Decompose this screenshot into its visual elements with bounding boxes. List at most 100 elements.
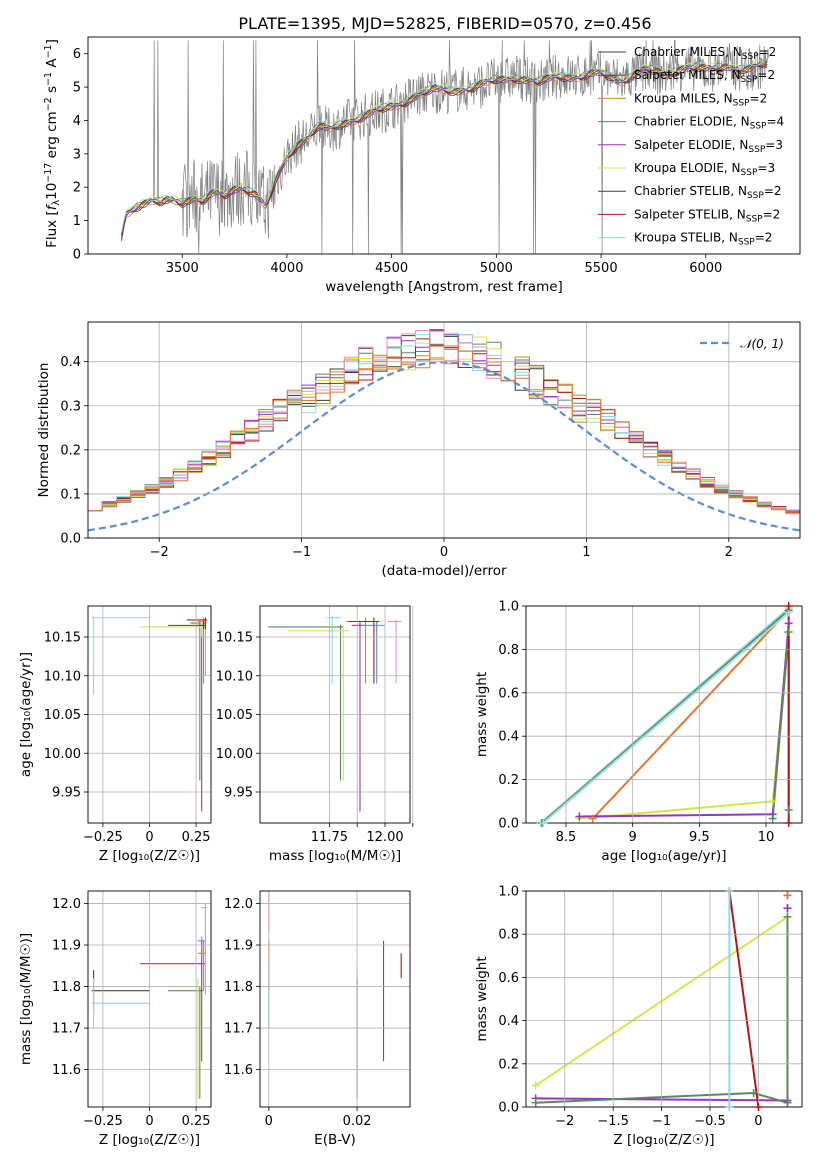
y-tick-label: 11.6 bbox=[224, 1063, 253, 1078]
plot-area bbox=[535, 891, 789, 1107]
y-tick-label: 11.8 bbox=[52, 980, 81, 995]
errorbar-point bbox=[287, 627, 349, 781]
x-tick-label: 6000 bbox=[689, 261, 722, 276]
y-tick-label: 11.7 bbox=[52, 1022, 81, 1037]
x-axis-label: Z [log₁₀(Z/Z☉)] bbox=[613, 1132, 714, 1148]
axes-frame bbox=[87, 605, 212, 824]
legend-entry: 𝒩(0, 1) bbox=[740, 337, 784, 351]
errorbar-point bbox=[140, 940, 206, 1062]
weight-series bbox=[579, 623, 790, 818]
y-tick-label: 11.9 bbox=[224, 939, 253, 954]
errorbar-point bbox=[91, 978, 150, 1029]
x-tick-label: 0 bbox=[265, 1114, 273, 1129]
y-tick-label: 0.4 bbox=[60, 355, 81, 370]
weight-marker bbox=[588, 814, 597, 823]
axes-frame bbox=[87, 890, 212, 1108]
legend-entry: Salpeter MILES, NSSP=2 bbox=[634, 68, 775, 85]
weight-marker bbox=[531, 1081, 540, 1090]
data-spectrum bbox=[121, 39, 769, 254]
y-tick-label: 4 bbox=[73, 114, 81, 129]
legend-entry: Chabrier ELODIE, NSSP=4 bbox=[634, 115, 784, 132]
y-tick-label: 0.1 bbox=[60, 487, 81, 502]
figure-title: PLATE=1395, MJD=52825, FIBERID=0570, z=0… bbox=[238, 14, 651, 33]
hist-legend: 𝒩(0, 1) bbox=[700, 337, 784, 351]
x-tick-label: 9.5 bbox=[689, 830, 710, 845]
x-tick-label: 0 bbox=[145, 830, 153, 845]
y-tick-label: 12.0 bbox=[224, 897, 253, 912]
x-tick-label: 12.00 bbox=[366, 830, 403, 845]
y-tick-label: 0.2 bbox=[60, 443, 81, 458]
axes-frame bbox=[87, 36, 801, 255]
x-tick-label: −1 bbox=[652, 1114, 671, 1129]
y-tick-label: 10.00 bbox=[216, 747, 253, 762]
errorbar-point bbox=[346, 617, 372, 684]
weight-marker bbox=[783, 904, 792, 913]
y-tick-label: 12.0 bbox=[52, 897, 81, 912]
x-tick-label: 5000 bbox=[480, 261, 513, 276]
x-tick-label: −2 bbox=[555, 1114, 574, 1129]
y-tick-label: 10.15 bbox=[216, 631, 253, 646]
errorbar-point bbox=[91, 969, 150, 1012]
y-tick-label: 2 bbox=[73, 181, 81, 196]
y-tick-label: 0.0 bbox=[60, 532, 81, 547]
weight-marker bbox=[531, 1098, 540, 1107]
x-tick-label: −0.25 bbox=[83, 830, 123, 845]
x-axis-label: age [log₁₀(age/yr)] bbox=[601, 848, 726, 864]
y-tick-label: 0.0 bbox=[498, 817, 519, 832]
plot-area bbox=[121, 39, 769, 254]
plot-area bbox=[540, 606, 790, 823]
panels: 3500 4000 4500 5000 5500 6000 0 1 2 3 4 5 6 Chabrier … bbox=[18, 36, 803, 1148]
x-tick-label: −0.25 bbox=[83, 1114, 123, 1129]
y-axis-label: mass weight bbox=[474, 956, 490, 1041]
panel-mass-vs-ebv: 0 0.02 11.6 11.7 11.8 11.9 12.0 E(B-V) bbox=[224, 890, 411, 1148]
errorbar-point bbox=[168, 621, 206, 630]
x-tick-label: 0 bbox=[754, 1114, 762, 1129]
y-tick-label: 6 bbox=[73, 47, 81, 62]
weight-marker bbox=[725, 1103, 734, 1111]
y-tick-label: 0.8 bbox=[498, 928, 519, 943]
errorbar-point bbox=[168, 978, 204, 1099]
errorbar-point bbox=[201, 903, 208, 995]
legend-entry: Kroupa MILES, NSSP=2 bbox=[634, 91, 767, 108]
legend-entry: Salpeter STELIB, NSSP=2 bbox=[634, 207, 780, 224]
weight-marker bbox=[784, 602, 793, 610]
x-tick-label: 0 bbox=[440, 545, 448, 560]
legend-entry: Chabrier STELIB, NSSP=2 bbox=[634, 184, 782, 201]
y-tick-label: 11.7 bbox=[224, 1022, 253, 1037]
x-tick-label: 9 bbox=[629, 830, 637, 845]
axes-frame bbox=[259, 605, 411, 824]
x-tick-label: −1.5 bbox=[597, 1114, 629, 1129]
y-tick-label: 10.05 bbox=[44, 708, 81, 723]
legend-entry: Kroupa ELODIE, NSSP=3 bbox=[634, 161, 775, 178]
errorbar-point bbox=[197, 936, 206, 958]
errorbar-point bbox=[91, 616, 150, 668]
x-axis-label: Z [log₁₀(Z/Z☉)] bbox=[99, 848, 200, 864]
errorbar-point bbox=[140, 621, 206, 637]
x-tick-label: 4000 bbox=[270, 261, 303, 276]
x-tick-label: 1 bbox=[582, 545, 590, 560]
panel-age-vs-Z: −0.25 0 0.25 9.95 10.00 10.05 10.10 10.15 Z [log… bbox=[18, 605, 212, 864]
y-tick-label: 1.0 bbox=[498, 885, 519, 900]
y-tick-label: 0.4 bbox=[498, 1014, 519, 1029]
y-tick-label: 10.10 bbox=[44, 669, 81, 684]
errorbar-point bbox=[186, 617, 208, 630]
y-tick-label: 0.2 bbox=[498, 1057, 519, 1072]
x-tick-label: 0.02 bbox=[343, 1114, 372, 1129]
y-axis-label: Flux [fλ10−17 erg cm−2 s−1 A−1] bbox=[43, 39, 62, 248]
panel-age-vs-mass: 11.75 12.00 9.95 10.00 10.05 10.10 10.15 mass [… bbox=[216, 605, 414, 864]
weight-marker bbox=[784, 819, 793, 827]
x-tick-label: 5500 bbox=[585, 261, 618, 276]
weight-marker bbox=[783, 891, 792, 900]
x-axis-label: (data-model)/error bbox=[381, 563, 507, 579]
y-tick-label: 0.6 bbox=[498, 686, 519, 701]
panel-spectrum: 3500 4000 4500 5000 5500 6000 0 1 2 3 4 5 6 Chabrier … bbox=[43, 36, 801, 295]
y-tick-label: 0.6 bbox=[498, 971, 519, 986]
y-tick-label: 10.15 bbox=[44, 631, 81, 646]
panel-residuals: −2 −1 0 1 2 0.0 0.1 0.2 0.3 0.4 𝒩(0, 1) (data-model… bbox=[36, 321, 801, 579]
y-tick-label: 11.9 bbox=[52, 939, 81, 954]
legend-entry: Salpeter ELODIE, NSSP=3 bbox=[634, 138, 783, 155]
weight-marker bbox=[784, 619, 793, 628]
y-tick-label: 0 bbox=[73, 248, 81, 263]
x-tick-label: 0.25 bbox=[182, 1114, 211, 1129]
x-tick-label: 10 bbox=[758, 830, 775, 845]
